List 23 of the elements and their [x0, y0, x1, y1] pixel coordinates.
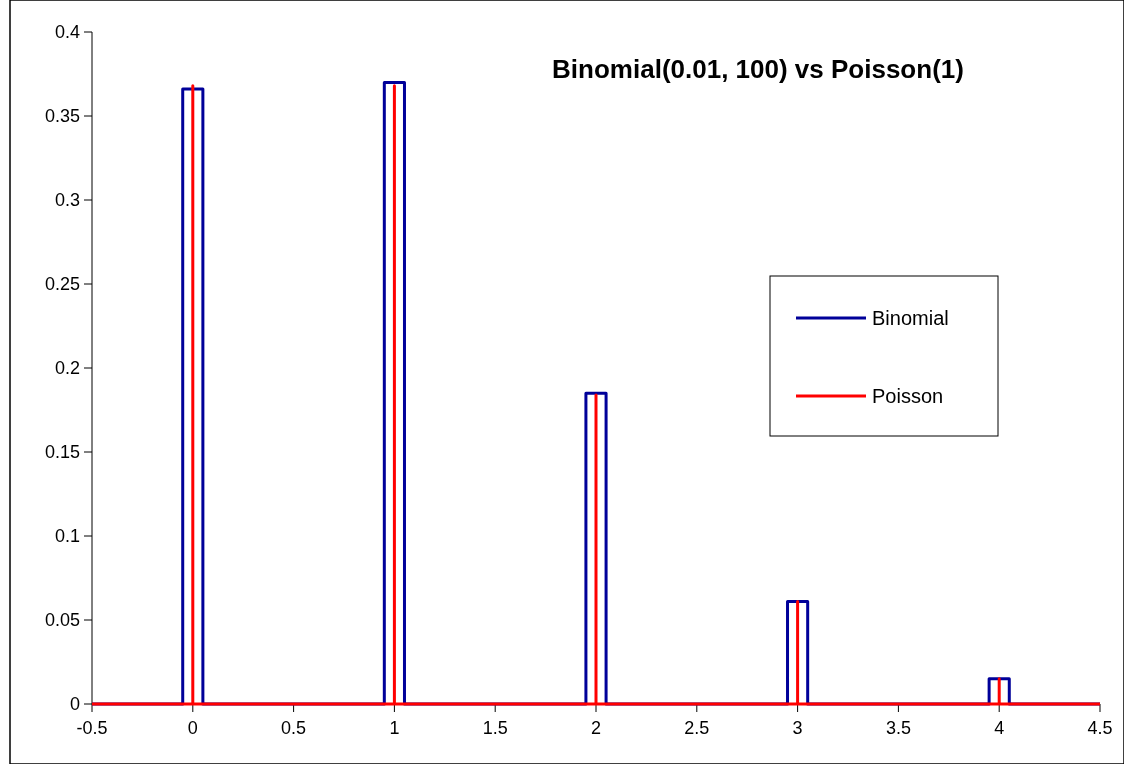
- x-tick-label: 2.5: [684, 718, 710, 738]
- x-tick-label: 0: [187, 718, 198, 738]
- y-tick-label: 0.35: [44, 106, 80, 127]
- x-tick-label: 1.5: [482, 718, 508, 738]
- x-tick-label: 3.5: [885, 718, 911, 738]
- x-tick-label: 3: [792, 718, 803, 738]
- y-tick-label: 0.4: [54, 22, 80, 43]
- legend-label: Poisson: [872, 385, 944, 407]
- y-tick-label: 0.15: [44, 442, 80, 463]
- x-tick-label: 2: [590, 718, 602, 738]
- y-tick-label: 0: [69, 694, 80, 715]
- y-tick-label: 0.25: [44, 274, 80, 295]
- x-tick-label: 1: [389, 718, 400, 738]
- x-tick-label: -0.5: [76, 718, 108, 738]
- y-tick-label: 0.05: [44, 610, 80, 631]
- legend-label: Binomial: [872, 307, 949, 329]
- y-tick-label: 0.2: [54, 358, 80, 379]
- y-tick-label: 0.3: [54, 190, 80, 211]
- y-tick-label: 0.1: [54, 526, 80, 547]
- text: Binomial(0.01, 100) vs Poisson(1): [552, 54, 964, 84]
- x-tick-label: 4: [994, 718, 1005, 738]
- x-tick-label: 0.5: [281, 718, 307, 738]
- x-tick-label: 4.5: [1087, 718, 1113, 738]
